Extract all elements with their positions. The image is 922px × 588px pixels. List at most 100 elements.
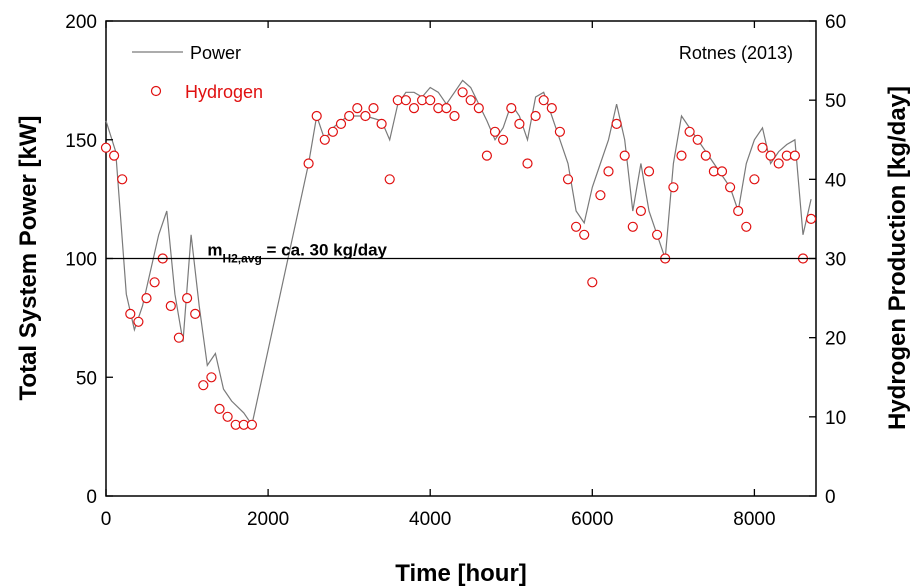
hydrogen-point <box>773 158 784 169</box>
legend-hydrogen-marker <box>150 85 162 97</box>
hydrogen-point <box>700 150 711 161</box>
x-axis-title: Time [hour] <box>395 560 527 587</box>
hydrogen-point <box>587 277 598 288</box>
hydrogen-point <box>530 110 541 122</box>
hydrogen-point <box>173 332 184 343</box>
hydrogen-point <box>133 316 144 327</box>
hydrogen-point <box>570 221 582 232</box>
hydrogen-point <box>311 110 322 122</box>
reference-label-rest: = ca. 30 kg/day <box>262 241 388 260</box>
hydrogen-point <box>352 102 363 114</box>
hydrogen-point <box>579 229 590 240</box>
hydrogen-point <box>522 158 533 169</box>
y-left-tick-label: 0 <box>86 487 97 508</box>
y-right-tick-label: 10 <box>825 408 846 429</box>
hydrogen-point <box>643 166 655 177</box>
y-right-tick-label: 60 <box>825 12 846 33</box>
legend: Power Hydrogen <box>132 43 263 102</box>
hydrogen-point <box>716 166 728 177</box>
hydrogen-point <box>125 308 136 319</box>
hydrogen-point <box>668 182 679 193</box>
hydrogen-point <box>222 411 233 422</box>
hydrogen-point <box>246 419 257 430</box>
hydrogen-point <box>789 150 801 161</box>
hydrogen-point <box>368 102 379 114</box>
hydrogen-point <box>190 308 201 319</box>
x-axis: 0 2000 4000 6000 8000 <box>101 21 776 530</box>
hydrogen-point <box>514 118 525 130</box>
hydrogen-point <box>473 102 484 114</box>
hydrogen-point <box>327 126 338 137</box>
y-left-tick-label: 50 <box>76 368 97 389</box>
y-axis-right-title: Hydrogen Production [kg/day] <box>884 86 911 430</box>
hydrogen-point <box>457 87 468 98</box>
hydrogen-point <box>498 134 509 145</box>
hydrogen-point <box>627 221 638 232</box>
hydrogen-point <box>619 150 630 161</box>
hydrogen-point <box>214 403 225 414</box>
x-tick-label: 2000 <box>247 509 289 530</box>
hydrogen-point <box>757 142 768 153</box>
reference-label-main: m <box>207 241 222 260</box>
hydrogen-point <box>206 372 217 383</box>
y-axis-left: 0 50 100 150 200 <box>65 12 113 508</box>
y-right-tick-label: 30 <box>825 250 846 271</box>
hydrogen-point <box>335 118 347 130</box>
hydrogen-point <box>538 95 549 106</box>
source-note: Rotnes (2013) <box>679 43 793 63</box>
hydrogen-point <box>692 134 703 145</box>
y-left-tick-label: 150 <box>65 131 97 152</box>
hydrogen-point <box>319 134 330 145</box>
x-tick-label: 8000 <box>733 509 775 530</box>
y-right-tick-label: 0 <box>825 487 836 508</box>
hydrogen-point <box>182 293 193 304</box>
hydrogen-point <box>360 110 371 122</box>
hydrogen-point <box>724 182 736 193</box>
hydrogen-point <box>684 126 695 137</box>
hydrogen-point <box>554 126 566 137</box>
hydrogen-point <box>449 110 460 122</box>
hydrogen-point <box>611 118 622 130</box>
hydrogen-point <box>489 126 501 137</box>
y-right-tick-label: 20 <box>825 329 846 350</box>
hydrogen-point <box>400 95 411 106</box>
series-layer <box>100 79 817 430</box>
hydrogen-point <box>651 229 663 240</box>
hydrogen-point <box>165 300 176 312</box>
hydrogen-point <box>765 150 776 161</box>
hydrogen-point <box>749 174 760 185</box>
reference-line-label: mH2,avg = ca. 30 kg/day <box>207 241 387 266</box>
hydrogen-point <box>481 150 492 161</box>
reference-label-sub: H2,avg <box>222 252 261 266</box>
hydrogen-point <box>425 95 436 106</box>
hydrogen-point <box>741 221 752 232</box>
hydrogen-point <box>805 213 817 224</box>
hydrogen-point <box>595 190 606 201</box>
hydrogen-point <box>562 174 574 185</box>
hydrogen-point <box>506 102 517 114</box>
hydrogen-point <box>546 102 557 114</box>
hydrogen-point <box>198 380 209 391</box>
x-tick-label: 4000 <box>409 509 451 530</box>
x-tick-label: 6000 <box>571 509 613 530</box>
y-right-tick-label: 40 <box>825 170 846 191</box>
hydrogen-point <box>465 95 476 106</box>
hydrogen-point <box>141 293 152 304</box>
legend-hydrogen-label: Hydrogen <box>185 82 263 102</box>
hydrogen-point <box>408 102 420 114</box>
y-left-tick-label: 200 <box>65 12 97 33</box>
hydrogen-point <box>603 166 614 177</box>
plot-area: mH2,avg = ca. 30 kg/day <box>100 20 817 497</box>
hydrogen-point <box>635 205 647 217</box>
hydrogen-point <box>733 205 744 217</box>
y-axis-left-title: Total System Power [kW] <box>15 116 42 401</box>
y-axis-right: 0 10 20 30 40 50 60 <box>809 12 846 508</box>
y-right-tick-label: 50 <box>825 91 846 112</box>
hydrogen-point <box>344 110 355 122</box>
y-left-tick-label: 100 <box>65 250 97 271</box>
hydrogen-point <box>441 102 452 114</box>
hydrogen-point <box>149 277 160 288</box>
hydrogen-point <box>676 150 687 161</box>
hydrogen-point <box>384 174 395 185</box>
